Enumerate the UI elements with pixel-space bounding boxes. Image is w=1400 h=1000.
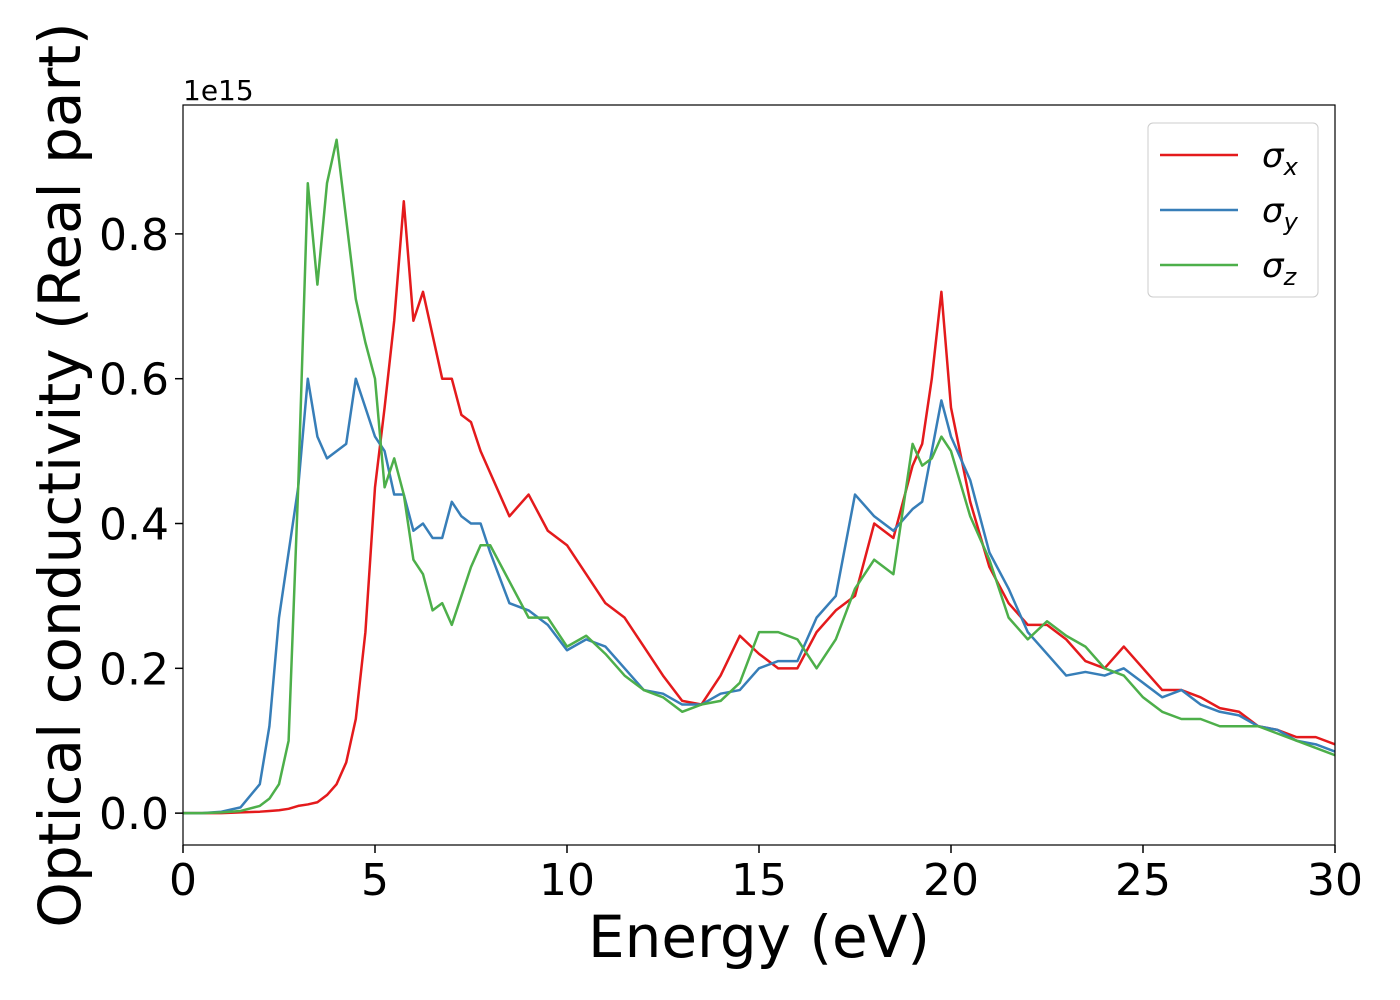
- x-tick-label: 5: [361, 855, 389, 906]
- x-tick-label: 15: [731, 855, 787, 906]
- y-offset-label: 1e15: [183, 74, 254, 107]
- x-tick-label: 0: [169, 855, 197, 906]
- y-tick-label: 0.6: [99, 355, 169, 406]
- y-tick-label: 0.0: [99, 789, 169, 840]
- legend-label: σz: [1262, 246, 1298, 291]
- y-tick-label: 0.8: [99, 210, 169, 261]
- series-line: [183, 377, 1335, 815]
- legend: σx σy σz: [1147, 122, 1319, 298]
- y-tick-label: 0.4: [99, 500, 169, 551]
- legend-label: σx: [1262, 136, 1299, 181]
- x-tick-label: 30: [1307, 855, 1363, 906]
- y-axis-title: Optical conductivity (Real part): [26, 22, 94, 927]
- x-axis-title: Energy (eV): [588, 903, 930, 971]
- plot-frame: [182, 104, 1336, 846]
- x-tick-label: 25: [1115, 855, 1171, 906]
- series-line: [183, 138, 1335, 815]
- y-tick-label: 0.2: [99, 644, 169, 695]
- x-tick-label: 20: [923, 855, 979, 906]
- x-tick-label: 10: [539, 855, 595, 906]
- series-line: [183, 200, 1335, 815]
- legend-label: σy: [1262, 191, 1299, 236]
